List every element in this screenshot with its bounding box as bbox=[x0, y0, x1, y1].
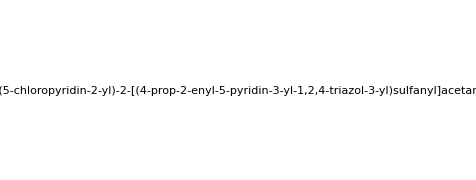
Text: N-(5-chloropyridin-2-yl)-2-[(4-prop-2-enyl-5-pyridin-3-yl-1,2,4-triazol-3-yl)sul: N-(5-chloropyridin-2-yl)-2-[(4-prop-2-en… bbox=[0, 86, 476, 96]
